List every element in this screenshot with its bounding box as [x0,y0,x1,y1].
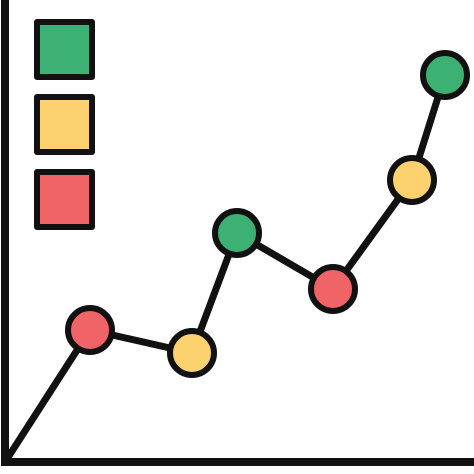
point [308,264,358,314]
point [212,208,262,258]
legend-square [34,169,95,230]
legend-square [34,19,95,80]
legend-squares [34,19,95,230]
point [387,155,437,205]
point [65,305,115,355]
point [420,50,470,100]
point [167,328,217,378]
legend-square [34,94,95,155]
points [65,50,470,378]
